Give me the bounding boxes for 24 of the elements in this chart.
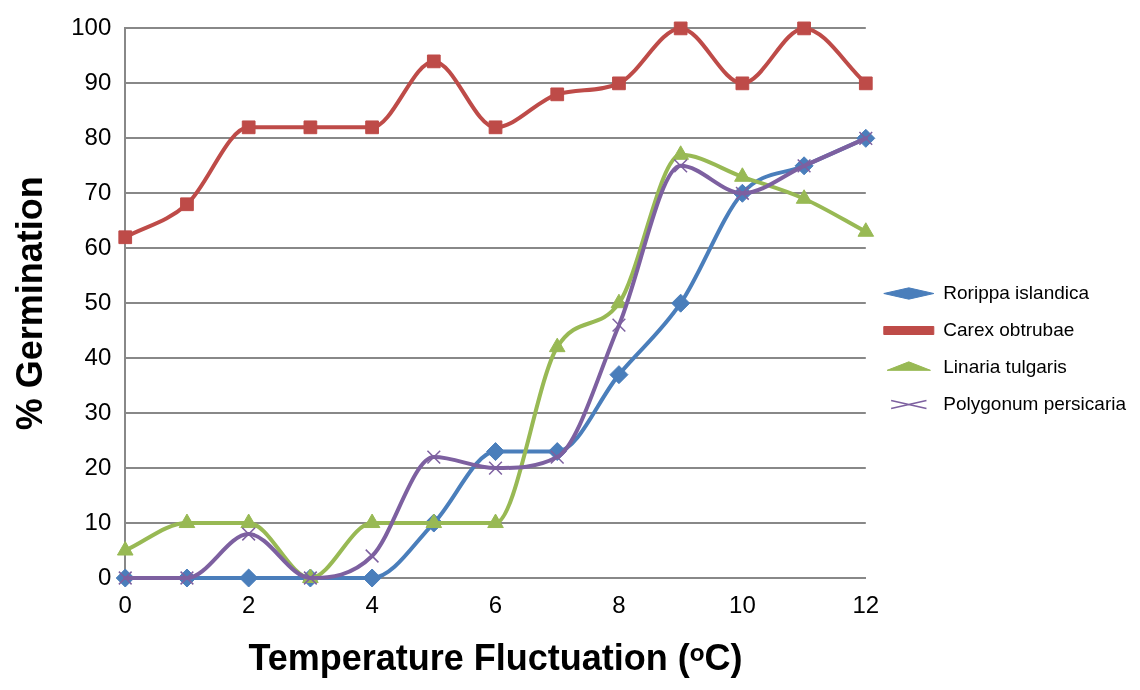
legend-label: Linaria tulgaris [943, 355, 1067, 377]
y-tick-label: 40 [84, 342, 112, 370]
y-tick-label: 30 [84, 397, 112, 425]
y-tick-label: 60 [84, 232, 112, 260]
y-tick-label: 0 [97, 562, 112, 590]
x-tick-label: 6 [488, 591, 503, 619]
x-tick-label: 8 [612, 591, 626, 619]
x-axis-title: Temperature Fluctuation (ᵒC) [248, 637, 743, 679]
y-tick-label: 50 [84, 287, 112, 315]
y-tick-label: 90 [84, 67, 112, 95]
x-tick-label: 12 [852, 591, 880, 619]
x-tick-label: 4 [365, 591, 379, 619]
legend-label: Rorippa islandica [943, 281, 1090, 303]
y-tick-label: 10 [84, 507, 112, 535]
y-tick-label: 100 [71, 13, 112, 41]
legend-label: Carex obtrubae [943, 318, 1075, 340]
legend-label: Polygonum persicaria [943, 392, 1127, 414]
y-tick-label: 80 [84, 122, 112, 150]
x-tick-label: 0 [118, 591, 132, 619]
y-axis-title: % Germination [8, 176, 50, 431]
x-tick-label: 10 [729, 591, 756, 619]
y-tick-label: 70 [84, 177, 112, 205]
y-tick-label: 20 [84, 452, 112, 480]
x-tick-label: 2 [241, 591, 256, 619]
